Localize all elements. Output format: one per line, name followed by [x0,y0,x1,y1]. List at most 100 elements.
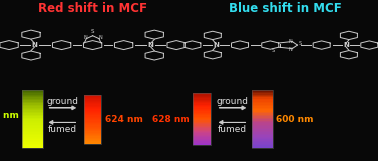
Bar [253,125,273,126]
Bar [22,105,42,106]
Bar [253,112,273,113]
Bar [253,105,273,106]
Bar [194,110,211,111]
Bar [22,96,42,97]
Bar [22,90,42,92]
Bar [194,139,211,140]
Bar [253,119,273,121]
Text: 576 nm: 576 nm [0,111,19,120]
Bar [84,122,101,123]
Text: 600 nm: 600 nm [276,115,314,124]
Bar [194,127,211,128]
Bar [253,90,273,92]
Bar [84,97,101,98]
Bar [22,90,42,148]
Bar [84,99,101,101]
Bar [22,135,42,137]
Bar [22,131,42,132]
Bar [194,96,211,97]
Bar [253,128,273,129]
Bar [84,115,101,117]
Bar [253,99,273,100]
Text: N: N [147,42,153,48]
Bar [84,134,101,135]
Bar [194,117,211,118]
Bar [84,125,101,127]
Bar [22,123,42,125]
FancyArrow shape [219,120,246,124]
Bar [84,128,101,129]
Bar [22,121,42,122]
Bar [194,93,211,94]
Text: N: N [289,38,293,44]
Bar [194,101,211,102]
Bar [84,102,101,103]
Bar [22,106,42,108]
FancyArrow shape [49,106,76,110]
Bar [194,98,211,99]
Bar [22,126,42,128]
Bar [194,118,211,119]
Text: S: S [91,29,94,34]
Bar [194,120,211,122]
Bar [253,144,273,145]
Bar [22,128,42,129]
Bar [253,106,273,108]
Bar [84,114,101,115]
Bar [253,141,273,142]
Bar [84,117,101,118]
Bar [84,131,101,133]
Bar [253,118,273,119]
Bar [194,136,211,137]
Bar [194,137,211,139]
Bar [194,124,211,126]
Bar [84,141,101,142]
Bar [84,107,101,108]
Bar [22,116,42,118]
Bar [253,100,273,102]
Bar [22,93,42,95]
Bar [253,126,273,128]
Bar [253,108,273,109]
Bar [22,103,42,105]
Bar [22,141,42,142]
Text: fumed: fumed [48,125,77,134]
Bar [84,119,101,120]
Text: Blue shift in MCF: Blue shift in MCF [229,2,342,15]
Bar [253,132,273,134]
Bar [253,122,273,123]
Bar [194,113,211,114]
Bar [194,93,211,145]
Bar [253,115,273,116]
Bar [194,114,211,115]
Bar [84,104,101,106]
Bar [22,109,42,110]
Bar [253,139,273,141]
Bar [194,107,211,109]
Text: N: N [98,35,102,40]
Bar [84,95,101,96]
Bar [253,134,273,135]
Bar [84,135,101,136]
Bar [84,101,101,102]
Bar [253,138,273,139]
Bar [253,110,273,112]
Bar [253,131,273,132]
Bar [84,108,101,109]
Bar [84,130,101,131]
Bar [22,147,42,148]
Bar [253,135,273,137]
Bar [194,104,211,105]
Bar [22,145,42,147]
Bar [84,133,101,134]
Bar [22,100,42,102]
Bar [22,144,42,145]
Bar [253,137,273,138]
Bar [22,110,42,112]
Text: N: N [289,47,293,52]
Bar [22,138,42,139]
Bar [84,96,101,97]
Bar [194,99,211,101]
Text: ground: ground [217,97,248,106]
Bar [194,131,211,132]
